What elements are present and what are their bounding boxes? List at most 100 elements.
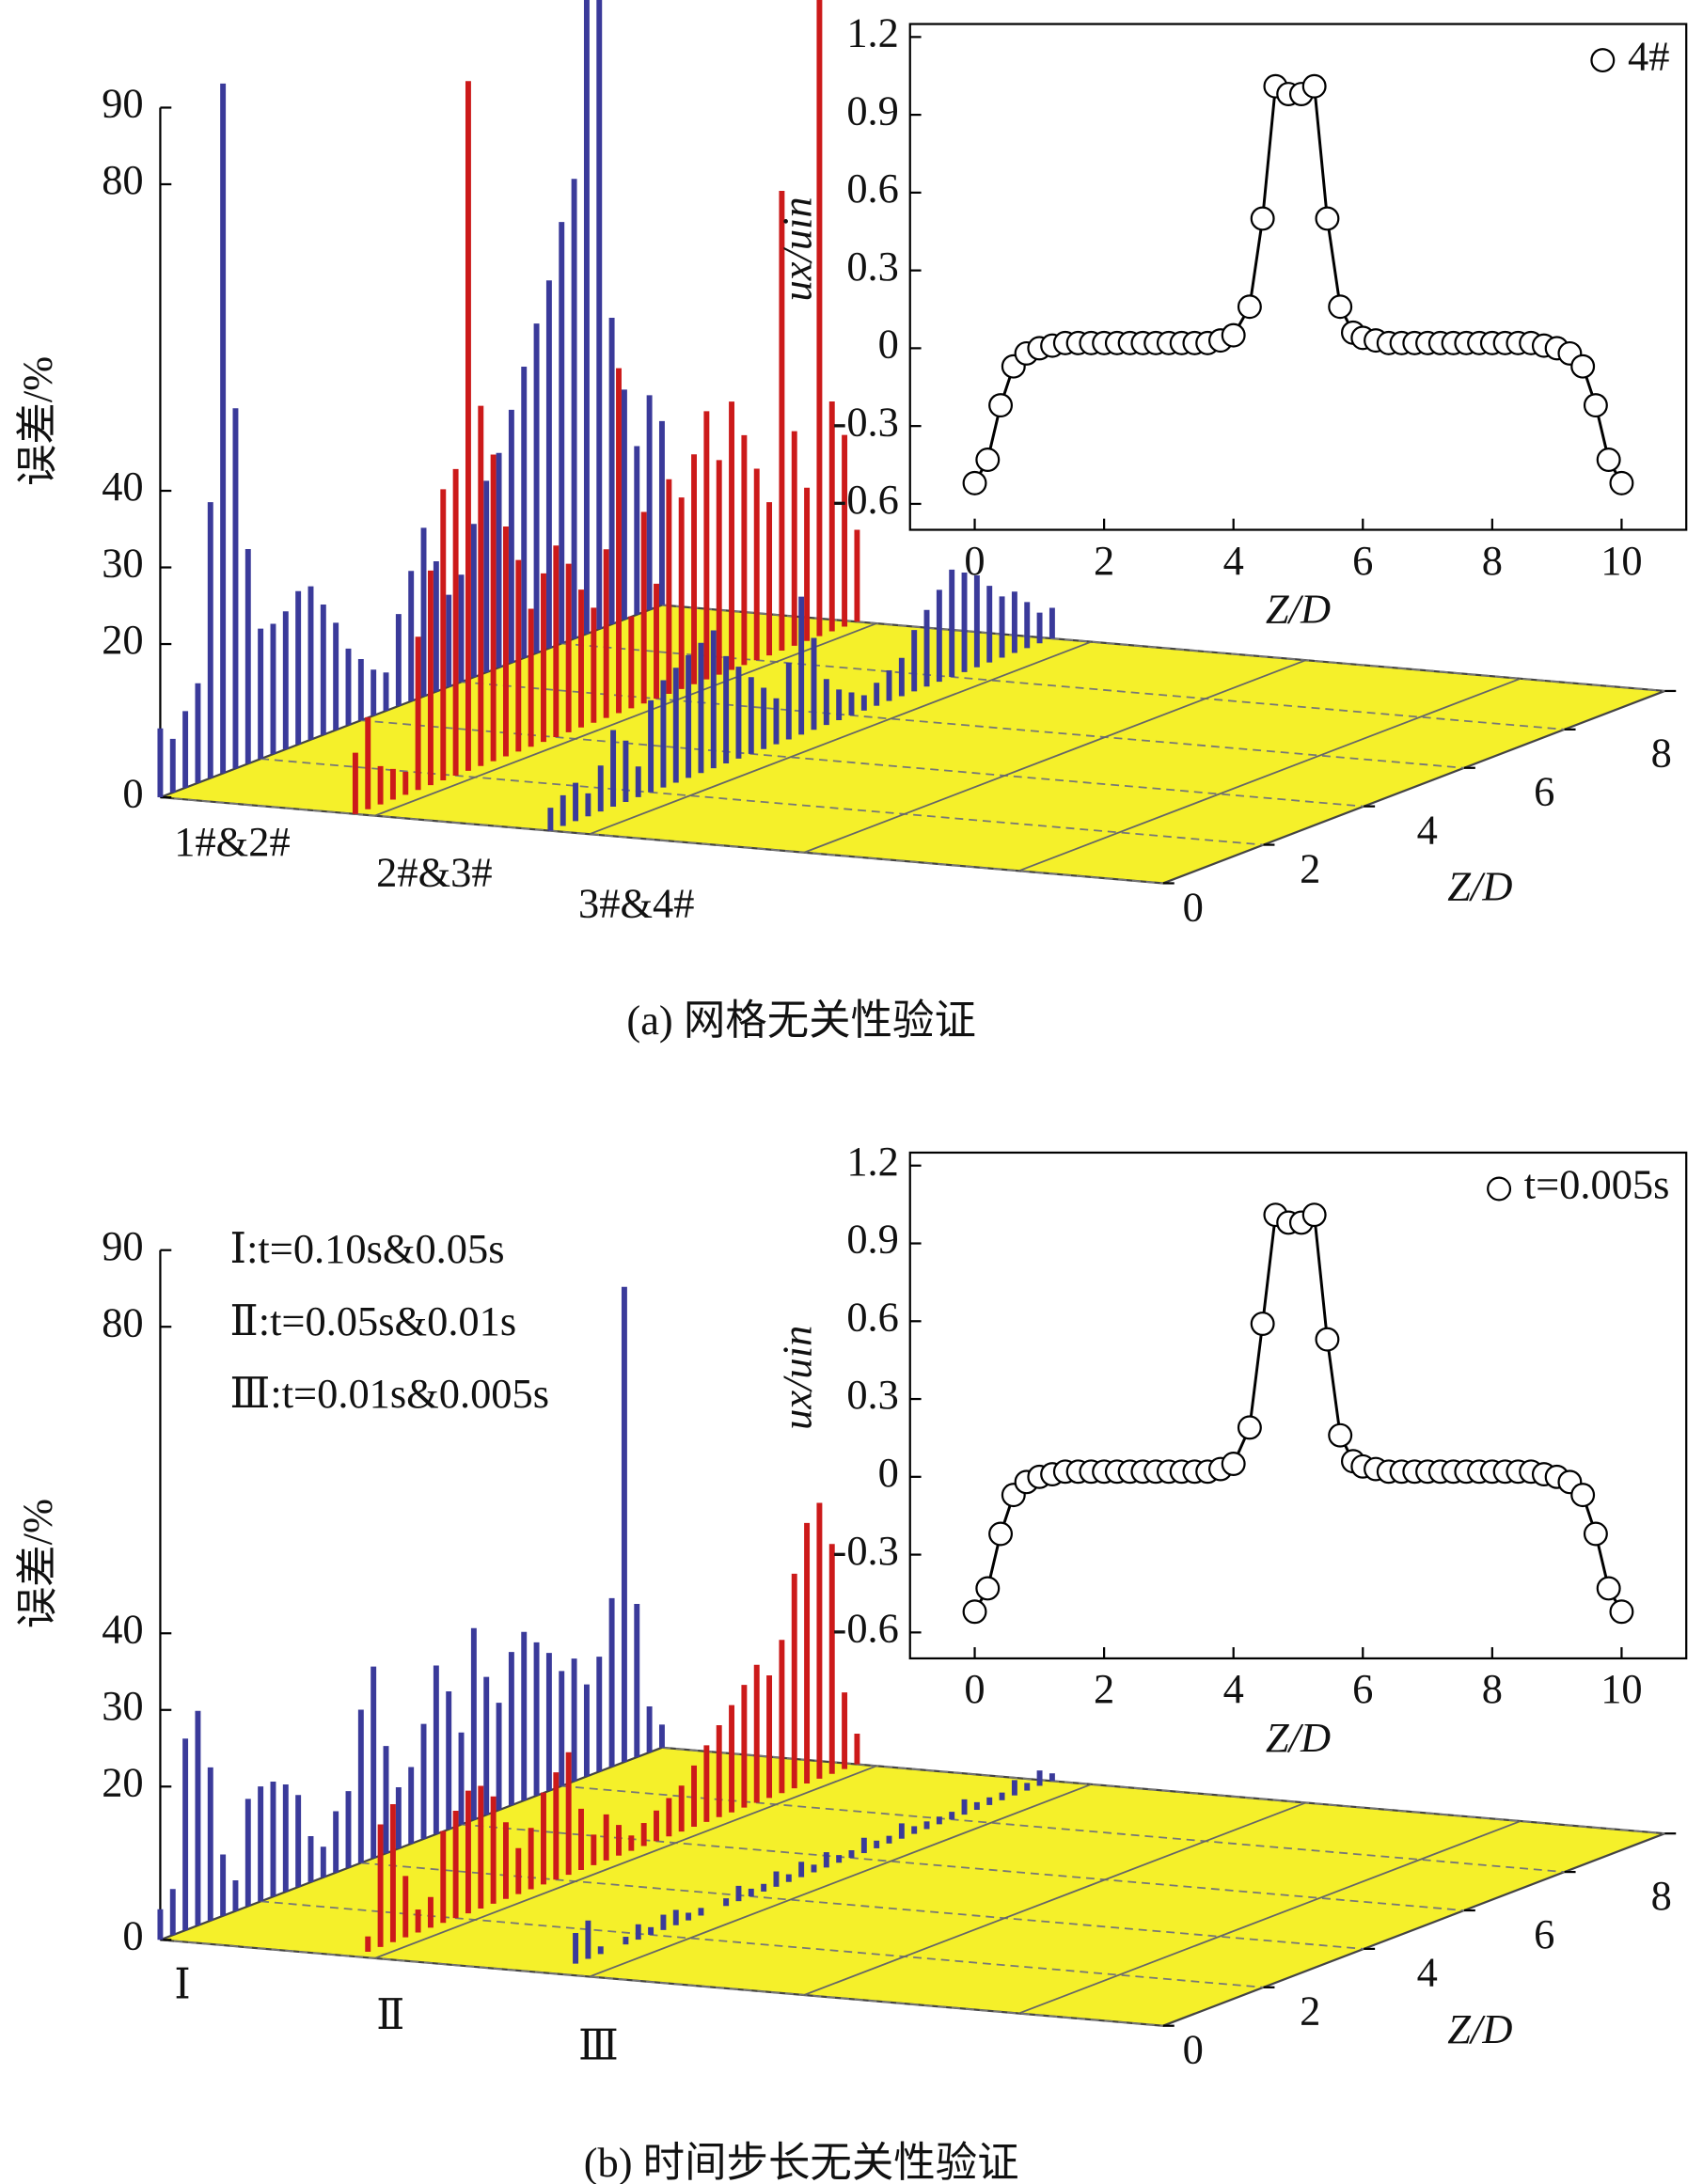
grid-line — [360, 719, 1364, 808]
y-tick-label: -0.3 — [833, 398, 899, 445]
x-tick-label: 2 — [1094, 1665, 1114, 1712]
data-point — [1609, 470, 1634, 495]
y-axis-title: ux/uin — [773, 1326, 820, 1430]
y-tick-label: -0.6 — [833, 1605, 899, 1652]
data-point — [1328, 1422, 1353, 1448]
series-label: Ⅲ — [578, 2022, 619, 2069]
series-label: 1#&2# — [174, 818, 290, 865]
legend-label: t=0.005s — [1524, 1161, 1670, 1208]
data-point — [1328, 294, 1353, 320]
y-tick-label: 20 — [102, 616, 143, 663]
legend-marker — [1487, 1176, 1512, 1202]
y-tick-label: 0.6 — [846, 165, 899, 212]
y-tick-label: 40 — [102, 1605, 143, 1652]
caption: (b) 时间步长无关性验证 — [584, 2139, 1019, 2184]
data-point — [975, 1576, 1001, 1601]
y-tick-label: 40 — [102, 463, 143, 510]
grid-line — [461, 1823, 1465, 1911]
z-tick-label: 2 — [1300, 844, 1320, 891]
y-tick-label: 0.6 — [846, 1293, 899, 1340]
grid-line — [360, 1862, 1364, 1950]
series-label: Ⅰ — [174, 1960, 191, 2007]
grid-line — [561, 1784, 1565, 1873]
floor-line — [1018, 677, 1522, 872]
y-tick-label: 1.2 — [846, 1138, 899, 1185]
floor-line — [589, 1783, 1092, 1978]
data-point — [1250, 1312, 1275, 1337]
data-point — [988, 393, 1014, 418]
data-point — [1301, 1202, 1327, 1228]
y-tick-label: 90 — [102, 1222, 143, 1269]
y-tick-label: 0.9 — [846, 86, 899, 134]
data-point — [1221, 322, 1246, 348]
y-tick-label: 1.2 — [846, 9, 899, 56]
z-tick-label: 0 — [1183, 2026, 1204, 2073]
data-point — [1596, 448, 1621, 472]
y-tick-label: 0.9 — [846, 1216, 899, 1263]
x-tick-label: 4 — [1223, 1665, 1244, 1712]
annotation: Ⅱ:t=0.05s&0.01s — [230, 1297, 517, 1344]
z-tick-label: 4 — [1417, 1949, 1438, 1996]
legend-label: 4# — [1628, 32, 1669, 79]
data-point — [1609, 1599, 1634, 1625]
data-point — [962, 1599, 987, 1625]
y-tick-label: 0 — [122, 769, 143, 816]
z-tick-label: 8 — [1651, 1872, 1672, 1919]
grid-line — [160, 796, 1163, 885]
y-axis-title: ux/uin — [773, 196, 820, 301]
y-tick-label: 0 — [122, 1911, 143, 1958]
grid-line — [260, 758, 1264, 846]
y-tick-label: 30 — [102, 540, 143, 587]
x-tick-label: 0 — [964, 1665, 985, 1712]
floor-line — [803, 1801, 1306, 1996]
z-tick-label: 4 — [1417, 807, 1438, 854]
data-point — [1237, 1415, 1262, 1440]
legend-marker — [1590, 48, 1616, 73]
z-tick-label: 8 — [1651, 730, 1672, 777]
data-point — [1237, 294, 1262, 320]
data-point — [1583, 1521, 1608, 1547]
floor-line — [1018, 1820, 1522, 2015]
x-tick-label: 8 — [1482, 1665, 1503, 1712]
data-point — [1596, 1576, 1621, 1601]
y-tick-label: -0.6 — [833, 476, 899, 523]
x-tick-label: 6 — [1352, 1665, 1373, 1712]
grid-line — [461, 681, 1465, 769]
y-tick-label: 20 — [102, 1758, 143, 1805]
floor-line — [589, 640, 1092, 836]
y-axis-title: 误差/% — [14, 1499, 61, 1628]
y-tick-label: 0.3 — [846, 243, 899, 290]
series-label: 2#&3# — [376, 849, 492, 896]
floor-line — [374, 1765, 877, 1959]
grid-line — [661, 604, 1665, 692]
annotation: Ⅲ:t=0.01s&0.005s — [230, 1370, 550, 1417]
x-tick-label: 4 — [1223, 537, 1244, 584]
grid-line — [260, 1900, 1264, 1988]
data-point — [1250, 206, 1275, 231]
data-point — [1315, 1327, 1340, 1352]
annotation: Ⅰ:t=0.10s&0.05s — [230, 1225, 505, 1272]
plot-frame — [908, 23, 1688, 531]
data-point — [1583, 393, 1608, 418]
data-point — [975, 448, 1001, 472]
z-tick-label: 0 — [1183, 883, 1204, 930]
grid-line — [661, 1746, 1665, 1835]
y-tick-label: 80 — [102, 1298, 143, 1345]
data-point — [1221, 1452, 1246, 1476]
y-tick-label: 0 — [878, 1449, 899, 1496]
y-tick-label: 30 — [102, 1682, 143, 1729]
data-point — [1301, 73, 1327, 99]
y-axis-title: 误差/% — [14, 356, 61, 486]
z-axis-title: Z/D — [1447, 863, 1512, 910]
data-point — [1570, 354, 1596, 379]
x-tick-label: 2 — [1094, 537, 1114, 584]
data-point — [1315, 206, 1340, 231]
y-tick-label: 0.3 — [846, 1371, 899, 1418]
x-axis-title: Z/D — [1266, 1714, 1331, 1761]
x-tick-label: 10 — [1601, 1665, 1642, 1712]
floor-line — [374, 622, 877, 817]
y-tick-label: 0 — [878, 321, 899, 368]
y-tick-label: 90 — [102, 80, 143, 127]
